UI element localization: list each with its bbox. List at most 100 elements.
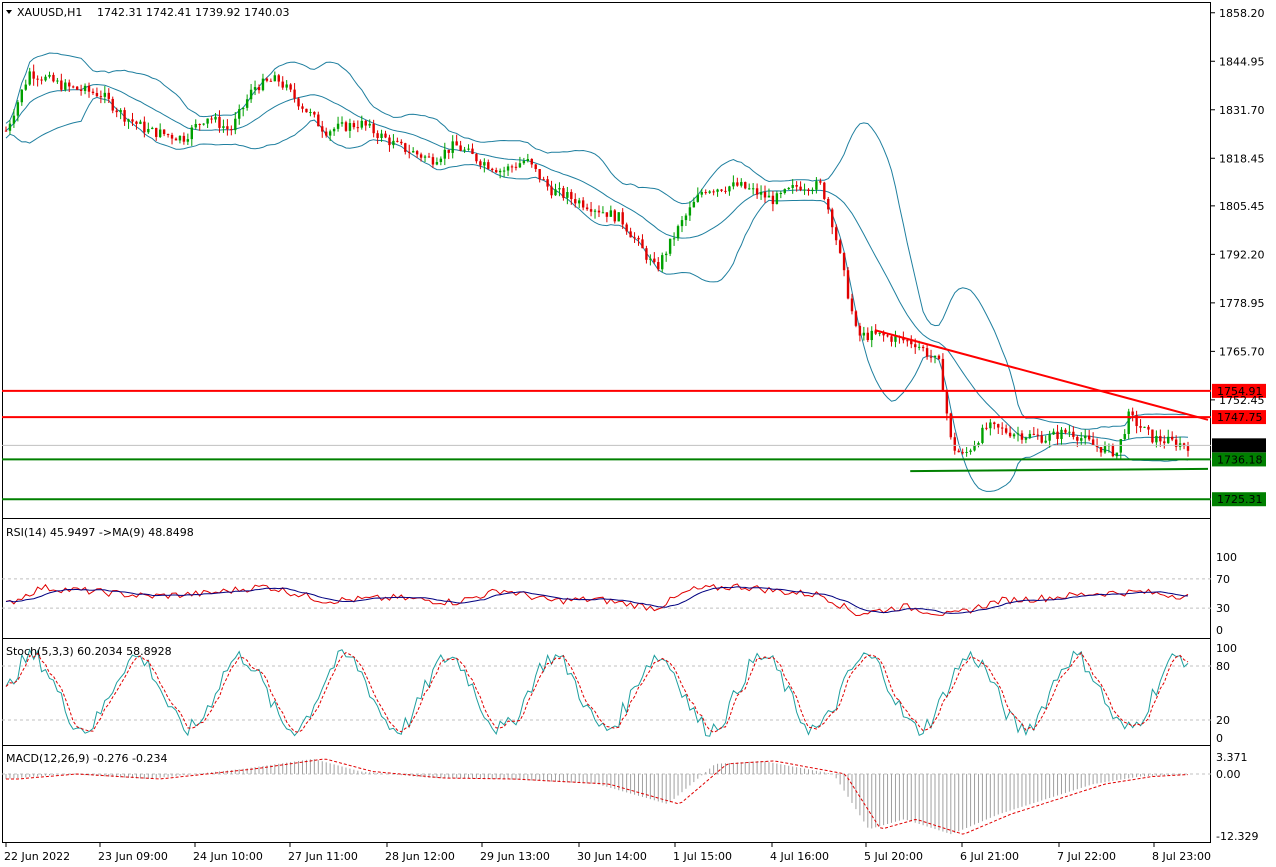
bollinger-bands <box>5 52 1189 492</box>
candle-body <box>645 248 648 260</box>
candle-body <box>700 192 703 195</box>
candle-body <box>68 82 71 87</box>
candle-body <box>838 240 842 253</box>
candle-body <box>657 262 660 270</box>
price-tick-label: 1778.95 <box>1219 297 1265 310</box>
candle-body <box>293 89 296 99</box>
candle-body <box>135 121 138 124</box>
candle-body <box>285 84 288 88</box>
price-tick-label: 1765.70 <box>1219 345 1265 358</box>
candle-body <box>1040 435 1043 443</box>
rsi-pane: 100 70 30 0 <box>2 551 1237 637</box>
candle-body <box>147 128 150 133</box>
candle-body <box>1095 445 1099 448</box>
candle-body <box>827 198 830 210</box>
candle-body <box>494 170 498 173</box>
candle-body <box>526 158 530 161</box>
candle-body <box>993 422 996 425</box>
candle-body <box>352 123 356 128</box>
candle-body <box>95 92 99 97</box>
candle-body <box>692 201 696 208</box>
candle-body <box>238 109 241 119</box>
candle-body <box>411 151 415 153</box>
trendlines <box>874 329 1209 473</box>
candle-body <box>79 89 83 91</box>
candle-body <box>483 162 486 166</box>
candle-body <box>241 107 245 110</box>
candle-body <box>317 114 320 127</box>
candle-body <box>653 258 656 263</box>
candle-body <box>427 156 431 158</box>
candle-body <box>64 82 67 90</box>
indicator-level-label: 80 <box>1216 660 1230 673</box>
indicator-level-label: 100 <box>1216 551 1237 564</box>
indicator-level-label: 3.371 <box>1216 751 1248 764</box>
candle-body <box>40 79 43 81</box>
levels: 1754.91 1747.75 1736.18 1725.31 1740.03 <box>2 383 1266 507</box>
candle-body <box>143 121 146 133</box>
candle-body <box>123 110 126 122</box>
candle-body <box>914 344 917 348</box>
candle-body <box>384 133 387 138</box>
price-tick-label: 1792.20 <box>1219 248 1265 261</box>
candle-body <box>439 158 443 163</box>
candle-body <box>981 427 984 443</box>
candle-body <box>32 71 35 79</box>
candle-body <box>728 186 731 192</box>
candle-body <box>60 80 63 90</box>
price-level-label: 1754.91 <box>1217 385 1263 398</box>
candle-body <box>546 179 549 187</box>
candle-body <box>459 145 462 151</box>
candle-body <box>1091 439 1095 446</box>
candle-body <box>570 192 573 200</box>
candle-body <box>957 450 960 453</box>
candle-body <box>289 84 292 90</box>
candle-body <box>736 182 739 186</box>
candle-body <box>574 199 577 204</box>
candle-body <box>1084 435 1087 439</box>
candle-body <box>273 75 277 82</box>
candle-body <box>961 452 964 454</box>
candle-body <box>332 128 336 132</box>
candle-body <box>455 141 458 146</box>
candle-body <box>767 195 771 198</box>
candle-body <box>265 78 269 81</box>
candle-body <box>593 210 597 212</box>
candle-body <box>562 188 565 198</box>
time-tick-label: 6 Jul 21:00 <box>960 850 1019 863</box>
bollinger-lower <box>5 96 1189 492</box>
candle-body <box>866 332 869 341</box>
candle-body <box>408 151 411 153</box>
candle-body <box>348 123 352 131</box>
candle-body <box>253 87 257 90</box>
candle-body <box>4 130 8 132</box>
candles <box>4 64 1190 460</box>
candle-body <box>1036 434 1039 436</box>
candle-body <box>52 74 55 82</box>
candle-body <box>435 162 439 165</box>
candle-body <box>1056 431 1059 439</box>
candle-body <box>249 89 253 100</box>
candle-body <box>166 134 170 136</box>
candle-body <box>443 149 447 159</box>
time-tick-label: 22 Jun 2022 <box>4 850 70 863</box>
candle-body <box>1068 431 1071 433</box>
bollinger-middle <box>5 83 1189 442</box>
candle-body <box>431 157 435 165</box>
dropdown-triangle-icon[interactable] <box>6 10 12 14</box>
candle-body <box>1170 436 1174 440</box>
stoch-label: Stoch(5,3,3) 60.2034 58.8928 <box>6 645 172 658</box>
candle-body <box>1182 443 1186 447</box>
candle-body <box>392 140 395 146</box>
candle-body <box>755 188 759 195</box>
candle-body <box>625 224 628 232</box>
candle-body <box>945 391 949 414</box>
macd-signal-line <box>6 758 1189 835</box>
candle-body <box>218 116 221 128</box>
candle-body <box>518 163 522 168</box>
rsi-line <box>5 583 1189 617</box>
price-tick-label: 1858.20 <box>1219 7 1265 20</box>
candle-body <box>704 192 707 194</box>
candle-body <box>12 115 16 124</box>
